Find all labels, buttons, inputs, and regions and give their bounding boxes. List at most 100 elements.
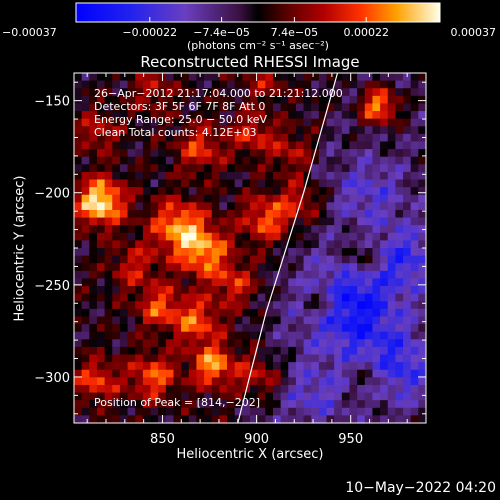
heatmap-cell: [403, 156, 412, 165]
heatmap-cell: [112, 209, 121, 218]
heatmap-cell: [112, 270, 121, 279]
heatmap-cell: [112, 286, 121, 295]
heatmap-cell: [303, 331, 312, 340]
heatmap-cell: [74, 316, 83, 325]
heatmap-cell: [318, 209, 327, 218]
heatmap-cell: [89, 354, 98, 363]
heatmap-cell: [410, 392, 419, 401]
heatmap-cell: [303, 133, 312, 142]
heatmap-cell: [403, 316, 412, 325]
heatmap-cell: [265, 209, 274, 218]
heatmap-cell: [311, 293, 320, 302]
heatmap-cell: [119, 194, 128, 203]
heatmap-cell: [326, 141, 335, 150]
heatmap-cell: [165, 126, 174, 135]
heatmap-cell: [211, 415, 220, 424]
heatmap-cell: [158, 232, 167, 241]
heatmap-cell: [380, 179, 389, 188]
heatmap-cell: [372, 354, 381, 363]
heatmap-cell: [364, 255, 373, 264]
heatmap-cell: [272, 362, 282, 371]
heatmap-cell: [181, 278, 190, 287]
heatmap-cell: [173, 400, 182, 409]
heatmap-cell: [74, 209, 83, 218]
heatmap-cell: [265, 126, 274, 135]
heatmap-cell: [74, 156, 83, 165]
heatmap-cell: [326, 316, 335, 325]
heatmap-cell: [142, 209, 151, 218]
heatmap-cell: [188, 324, 197, 333]
heatmap-cell: [295, 369, 304, 378]
heatmap-cell: [334, 255, 343, 264]
heatmap-cell: [135, 156, 144, 165]
heatmap-cell: [334, 240, 343, 249]
heatmap-cell: [150, 187, 159, 196]
heatmap-cell: [150, 316, 159, 325]
heatmap-cell: [364, 392, 373, 401]
heatmap-cell: [349, 156, 358, 165]
heatmap-cell: [211, 400, 220, 409]
heatmap-cell: [250, 133, 259, 142]
heatmap-cell: [410, 73, 419, 82]
heatmap-cell: [158, 255, 167, 264]
heatmap-cell: [242, 278, 251, 287]
heatmap-cell: [303, 171, 312, 180]
heatmap-cell: [418, 202, 427, 211]
heatmap-cell: [135, 179, 144, 188]
heatmap-cell: [150, 263, 159, 272]
heatmap-cell: [334, 392, 343, 401]
heatmap-cell: [265, 156, 274, 165]
heatmap-cell: [265, 80, 274, 89]
heatmap-cell: [242, 209, 251, 218]
heatmap-cell: [150, 217, 159, 226]
heatmap-cell: [288, 240, 297, 249]
heatmap-cell: [403, 346, 412, 355]
heatmap-cell: [81, 164, 90, 173]
heatmap-cell: [204, 202, 213, 211]
heatmap-cell: [318, 324, 327, 333]
heatmap-cell: [89, 95, 98, 104]
heatmap-cell: [158, 149, 167, 158]
heatmap-cell: [96, 194, 106, 203]
heatmap-cell: [165, 255, 174, 264]
heatmap-cell: [227, 293, 236, 302]
heatmap-cell: [341, 111, 350, 120]
heatmap-cell: [204, 346, 213, 355]
heatmap-cell: [326, 293, 335, 302]
heatmap-cell: [211, 103, 220, 112]
heatmap-cell: [364, 263, 373, 272]
heatmap-cell: [227, 217, 236, 226]
heatmap-cell: [211, 126, 220, 135]
heatmap-cell: [89, 407, 98, 416]
heatmap-cell: [410, 263, 419, 272]
heatmap-cell: [418, 80, 427, 89]
heatmap-cell: [257, 407, 266, 416]
heatmap-cell: [272, 263, 282, 272]
heatmap-cell: [357, 80, 366, 89]
heatmap-cell: [142, 400, 151, 409]
heatmap-cell: [211, 278, 220, 287]
heatmap-cell: [119, 80, 128, 89]
heatmap-cell: [142, 171, 151, 180]
heatmap-cell: [395, 80, 404, 89]
heatmap-cell: [288, 187, 297, 196]
heatmap-cell: [234, 73, 243, 82]
heatmap-cell: [250, 346, 259, 355]
heatmap-cell: [357, 263, 366, 272]
heatmap-cell: [150, 384, 159, 393]
heatmap-cell: [227, 308, 236, 317]
heatmap-cell: [341, 209, 350, 218]
heatmap-cell: [311, 377, 320, 386]
heatmap-cell: [81, 369, 90, 378]
heatmap-cell: [334, 133, 343, 142]
heatmap-cell: [165, 316, 174, 325]
heatmap-cell: [280, 377, 289, 386]
heatmap-cell: [158, 270, 167, 279]
heatmap-cell: [372, 194, 381, 203]
heatmap-cell: [81, 248, 90, 257]
heatmap-cell: [418, 209, 427, 218]
heatmap-cell: [326, 392, 335, 401]
heatmap-cell: [372, 270, 381, 279]
heatmap-cell: [349, 407, 358, 416]
heatmap-cell: [165, 103, 174, 112]
